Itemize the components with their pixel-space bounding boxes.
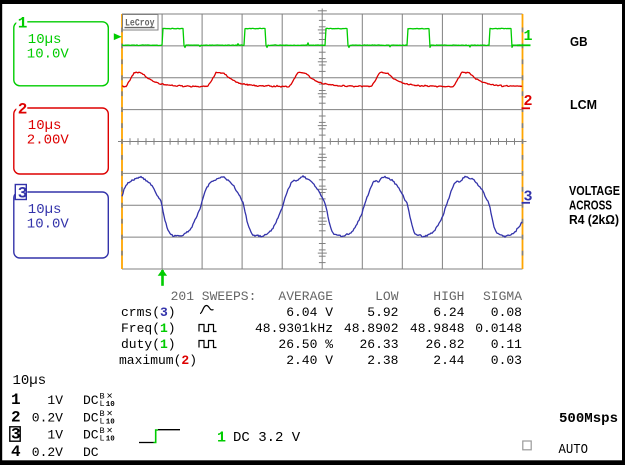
- svg-text:26.82: 26.82: [425, 337, 464, 352]
- svg-text:10µs: 10µs: [13, 373, 47, 389]
- svg-text:10.0V: 10.0V: [27, 217, 70, 233]
- svg-text:2.40 V: 2.40 V: [286, 353, 333, 368]
- svg-text:✕: ✕: [106, 427, 113, 436]
- svg-text:L: L: [100, 416, 105, 426]
- svg-text:0.08: 0.08: [491, 305, 522, 320]
- svg-text:3: 3: [18, 185, 28, 203]
- svg-text:0.2V: 0.2V: [32, 445, 63, 460]
- svg-text:48.9301kHz: 48.9301kHz: [255, 321, 333, 336]
- svg-text:crms(: crms(: [121, 305, 160, 320]
- svg-text:R4 (2kΩ): R4 (2kΩ): [569, 213, 619, 227]
- svg-text:6.24: 6.24: [433, 305, 464, 320]
- svg-text:2: 2: [524, 93, 533, 110]
- svg-text:2.38: 2.38: [367, 353, 398, 368]
- svg-text:L: L: [100, 399, 105, 409]
- svg-text:L: L: [100, 434, 105, 444]
- svg-text:): ): [168, 305, 176, 320]
- svg-text:LOW: LOW: [375, 289, 399, 304]
- svg-text:1: 1: [160, 337, 168, 352]
- svg-text:VOLTAGE: VOLTAGE: [569, 184, 620, 198]
- svg-text:LCM: LCM: [570, 98, 597, 112]
- svg-text:3: 3: [160, 305, 168, 320]
- svg-text:B: B: [100, 409, 105, 419]
- svg-text:1V: 1V: [47, 428, 63, 443]
- svg-text:500Msps: 500Msps: [559, 412, 618, 427]
- svg-text:✕: ✕: [106, 410, 113, 419]
- svg-text:10.0V: 10.0V: [27, 46, 70, 62]
- svg-text:0.0148: 0.0148: [475, 321, 522, 336]
- svg-text:GB: GB: [570, 35, 588, 49]
- svg-text:2: 2: [181, 353, 189, 368]
- svg-text:10µs: 10µs: [28, 202, 62, 218]
- svg-text:ACROSS: ACROSS: [569, 199, 612, 213]
- svg-text:B: B: [100, 392, 105, 402]
- svg-text:Freq(: Freq(: [121, 321, 160, 336]
- svg-text:5.92: 5.92: [367, 305, 398, 320]
- svg-text:DC: DC: [83, 393, 99, 408]
- svg-text:AUTO: AUTO: [559, 442, 589, 458]
- svg-text:0.2V: 0.2V: [32, 410, 63, 425]
- svg-text:): ): [168, 321, 176, 336]
- svg-text:10µs: 10µs: [28, 118, 62, 134]
- svg-text:2: 2: [18, 101, 28, 119]
- svg-text:1: 1: [524, 28, 533, 45]
- svg-text:201 SWEEPS:: 201 SWEEPS:: [171, 289, 257, 304]
- svg-text:10: 10: [106, 418, 116, 426]
- svg-text:0.03: 0.03: [491, 353, 522, 368]
- svg-text:10: 10: [106, 436, 116, 444]
- svg-text:✕: ✕: [106, 393, 113, 402]
- svg-text:26.50 %: 26.50 %: [278, 337, 333, 352]
- svg-text:duty(: duty(: [121, 337, 160, 352]
- svg-text:HIGH: HIGH: [433, 289, 464, 304]
- svg-text:DC 3.2 V: DC 3.2 V: [233, 430, 301, 446]
- svg-text:1V: 1V: [47, 393, 63, 408]
- svg-text:0.11: 0.11: [491, 337, 522, 352]
- svg-text:1: 1: [11, 391, 21, 409]
- svg-text:3: 3: [524, 189, 533, 206]
- svg-text:): ): [168, 337, 176, 352]
- svg-text:2.44: 2.44: [433, 353, 464, 368]
- svg-text:2.00V: 2.00V: [27, 133, 70, 149]
- svg-text:AVERAGE: AVERAGE: [278, 289, 333, 304]
- svg-text:B: B: [100, 426, 105, 436]
- svg-text:1: 1: [160, 321, 168, 336]
- svg-text:): ): [189, 353, 197, 368]
- svg-text:10: 10: [106, 401, 116, 409]
- svg-text:48.9848: 48.9848: [410, 321, 465, 336]
- svg-text:1: 1: [18, 14, 28, 32]
- svg-text:26.33: 26.33: [359, 337, 398, 352]
- svg-text:1: 1: [217, 430, 226, 447]
- svg-text:6.04 V: 6.04 V: [286, 305, 333, 320]
- svg-text:SIGMA: SIGMA: [483, 289, 522, 304]
- svg-text:DC: DC: [83, 428, 99, 443]
- svg-text:4: 4: [11, 443, 21, 461]
- svg-text:DC: DC: [83, 410, 99, 425]
- svg-text:LeCroy: LeCroy: [125, 18, 155, 30]
- svg-text:48.8902: 48.8902: [344, 321, 399, 336]
- svg-text:DC: DC: [83, 445, 99, 460]
- svg-text:3: 3: [11, 426, 21, 444]
- svg-text:10µs: 10µs: [28, 32, 62, 48]
- svg-text:2: 2: [11, 408, 21, 426]
- svg-text:maximum(: maximum(: [119, 353, 181, 368]
